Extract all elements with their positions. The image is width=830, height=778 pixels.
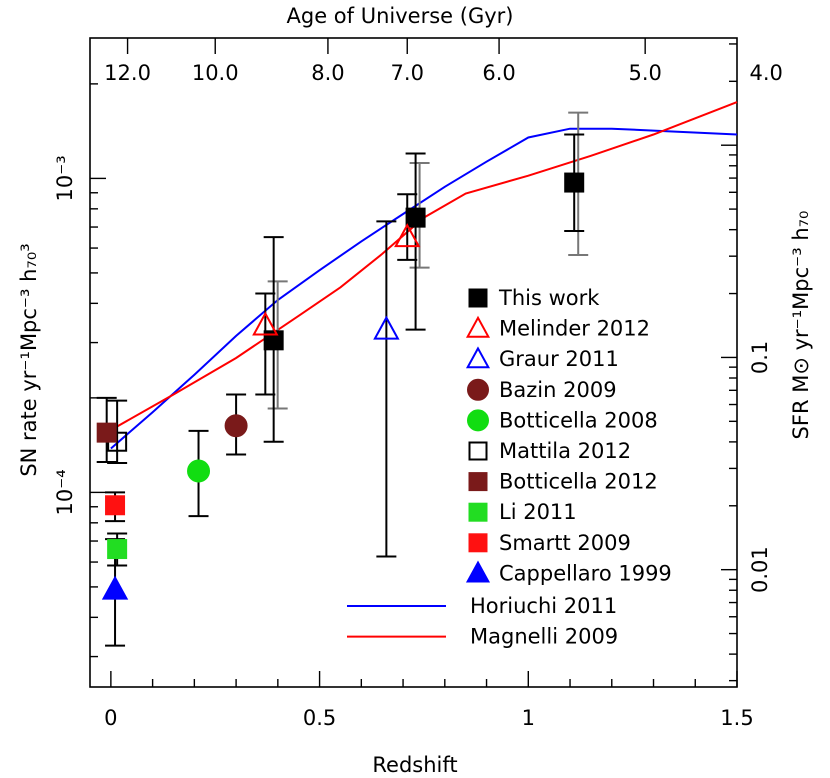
legend-label: This work	[498, 286, 600, 310]
legend-label: Magnelli 2009	[470, 625, 618, 649]
y-axis-label-right: SFR M⊙ yr⁻¹Mpc⁻³ h₇₀	[789, 211, 813, 440]
top-tick-label: 5.0	[628, 61, 661, 85]
legend-label: Graur 2011	[499, 347, 619, 371]
data-points	[96, 172, 585, 600]
axis-ticks: 0 0.5 1 1.5 12.0 10.0 8.0 7.0 6.0 5.0 4.0 10⁻⁴ 10⁻³ 0…	[53, 38, 783, 730]
legend-marker-mattila-2012	[468, 441, 488, 461]
point-botticella-2008	[187, 459, 211, 483]
legend-marker-bazin-2009	[467, 378, 489, 401]
legend-marker-melinder-2012	[465, 315, 491, 338]
x-tick-label: 0	[104, 706, 117, 730]
point-smartt-2009	[105, 495, 126, 516]
point-this-work	[263, 330, 284, 351]
legend: This work Melinder 2012 Graur 2011 Bazin 20…	[347, 286, 672, 649]
model-lines	[110, 101, 738, 450]
x-axis-label: Redshift	[372, 753, 457, 777]
point-li-2011	[107, 539, 128, 560]
chart-title: Age of Universe (Gyr)	[287, 4, 514, 28]
point-graur-2011	[373, 315, 400, 340]
legend-label: Horiuchi 2011	[470, 594, 617, 618]
x-tick-label: 1	[522, 706, 535, 730]
legend-label: Smartt 2009	[499, 531, 631, 555]
y-tick-label: 10⁻⁴	[53, 469, 77, 515]
right-y-tick-label: 0.01	[748, 546, 772, 593]
legend-label: Mattila 2012	[499, 439, 631, 463]
legend-label: Botticella 2012	[499, 470, 658, 494]
top-tick-label: 4.0	[750, 61, 783, 85]
top-tick-label: 7.0	[391, 61, 424, 85]
legend-label: Botticella 2008	[499, 408, 658, 432]
point-melinder-2012	[394, 223, 421, 248]
legend-label: Li 2011	[499, 500, 577, 524]
y-tick-label: 10⁻³	[53, 155, 77, 201]
legend-marker-cappellaro-1999	[465, 560, 491, 583]
y-axis-label-left: SN rate yr⁻¹Mpc⁻³ h₇₀³	[17, 243, 41, 476]
legend-marker-li-2011	[468, 502, 488, 522]
legend-label: Melinder 2012	[499, 317, 650, 341]
legend-marker-this-work	[468, 288, 488, 308]
top-tick-label: 6.0	[482, 61, 515, 85]
line-magnelli-2009	[110, 101, 738, 431]
point-this-work	[564, 172, 585, 193]
plot-border	[89, 37, 738, 688]
point-melinder-2012	[252, 311, 279, 336]
x-tick-label: 1.5	[720, 706, 753, 730]
point-cappellaro-1999	[101, 575, 129, 600]
legend-label: Cappellaro 1999	[499, 561, 672, 585]
line-horiuchi-2011	[110, 127, 738, 450]
x-tick-label: 0.5	[303, 706, 336, 730]
legend-label: Bazin 2009	[499, 378, 617, 402]
plot-frame	[89, 37, 738, 688]
top-tick-label: 10.0	[192, 61, 239, 85]
legend-marker-graur-2011	[465, 346, 491, 369]
legend-marker-botticella-2008	[467, 409, 489, 432]
right-y-tick-label: 0.1	[748, 341, 772, 374]
top-tick-label: 12.0	[104, 61, 151, 85]
point-botticella-2012	[96, 422, 117, 443]
point-this-work	[405, 207, 426, 228]
legend-marker-botticella-2012	[468, 472, 488, 492]
legend-marker-smartt-2009	[468, 533, 488, 553]
point-bazin-2009	[224, 414, 248, 438]
top-tick-label: 8.0	[311, 61, 344, 85]
